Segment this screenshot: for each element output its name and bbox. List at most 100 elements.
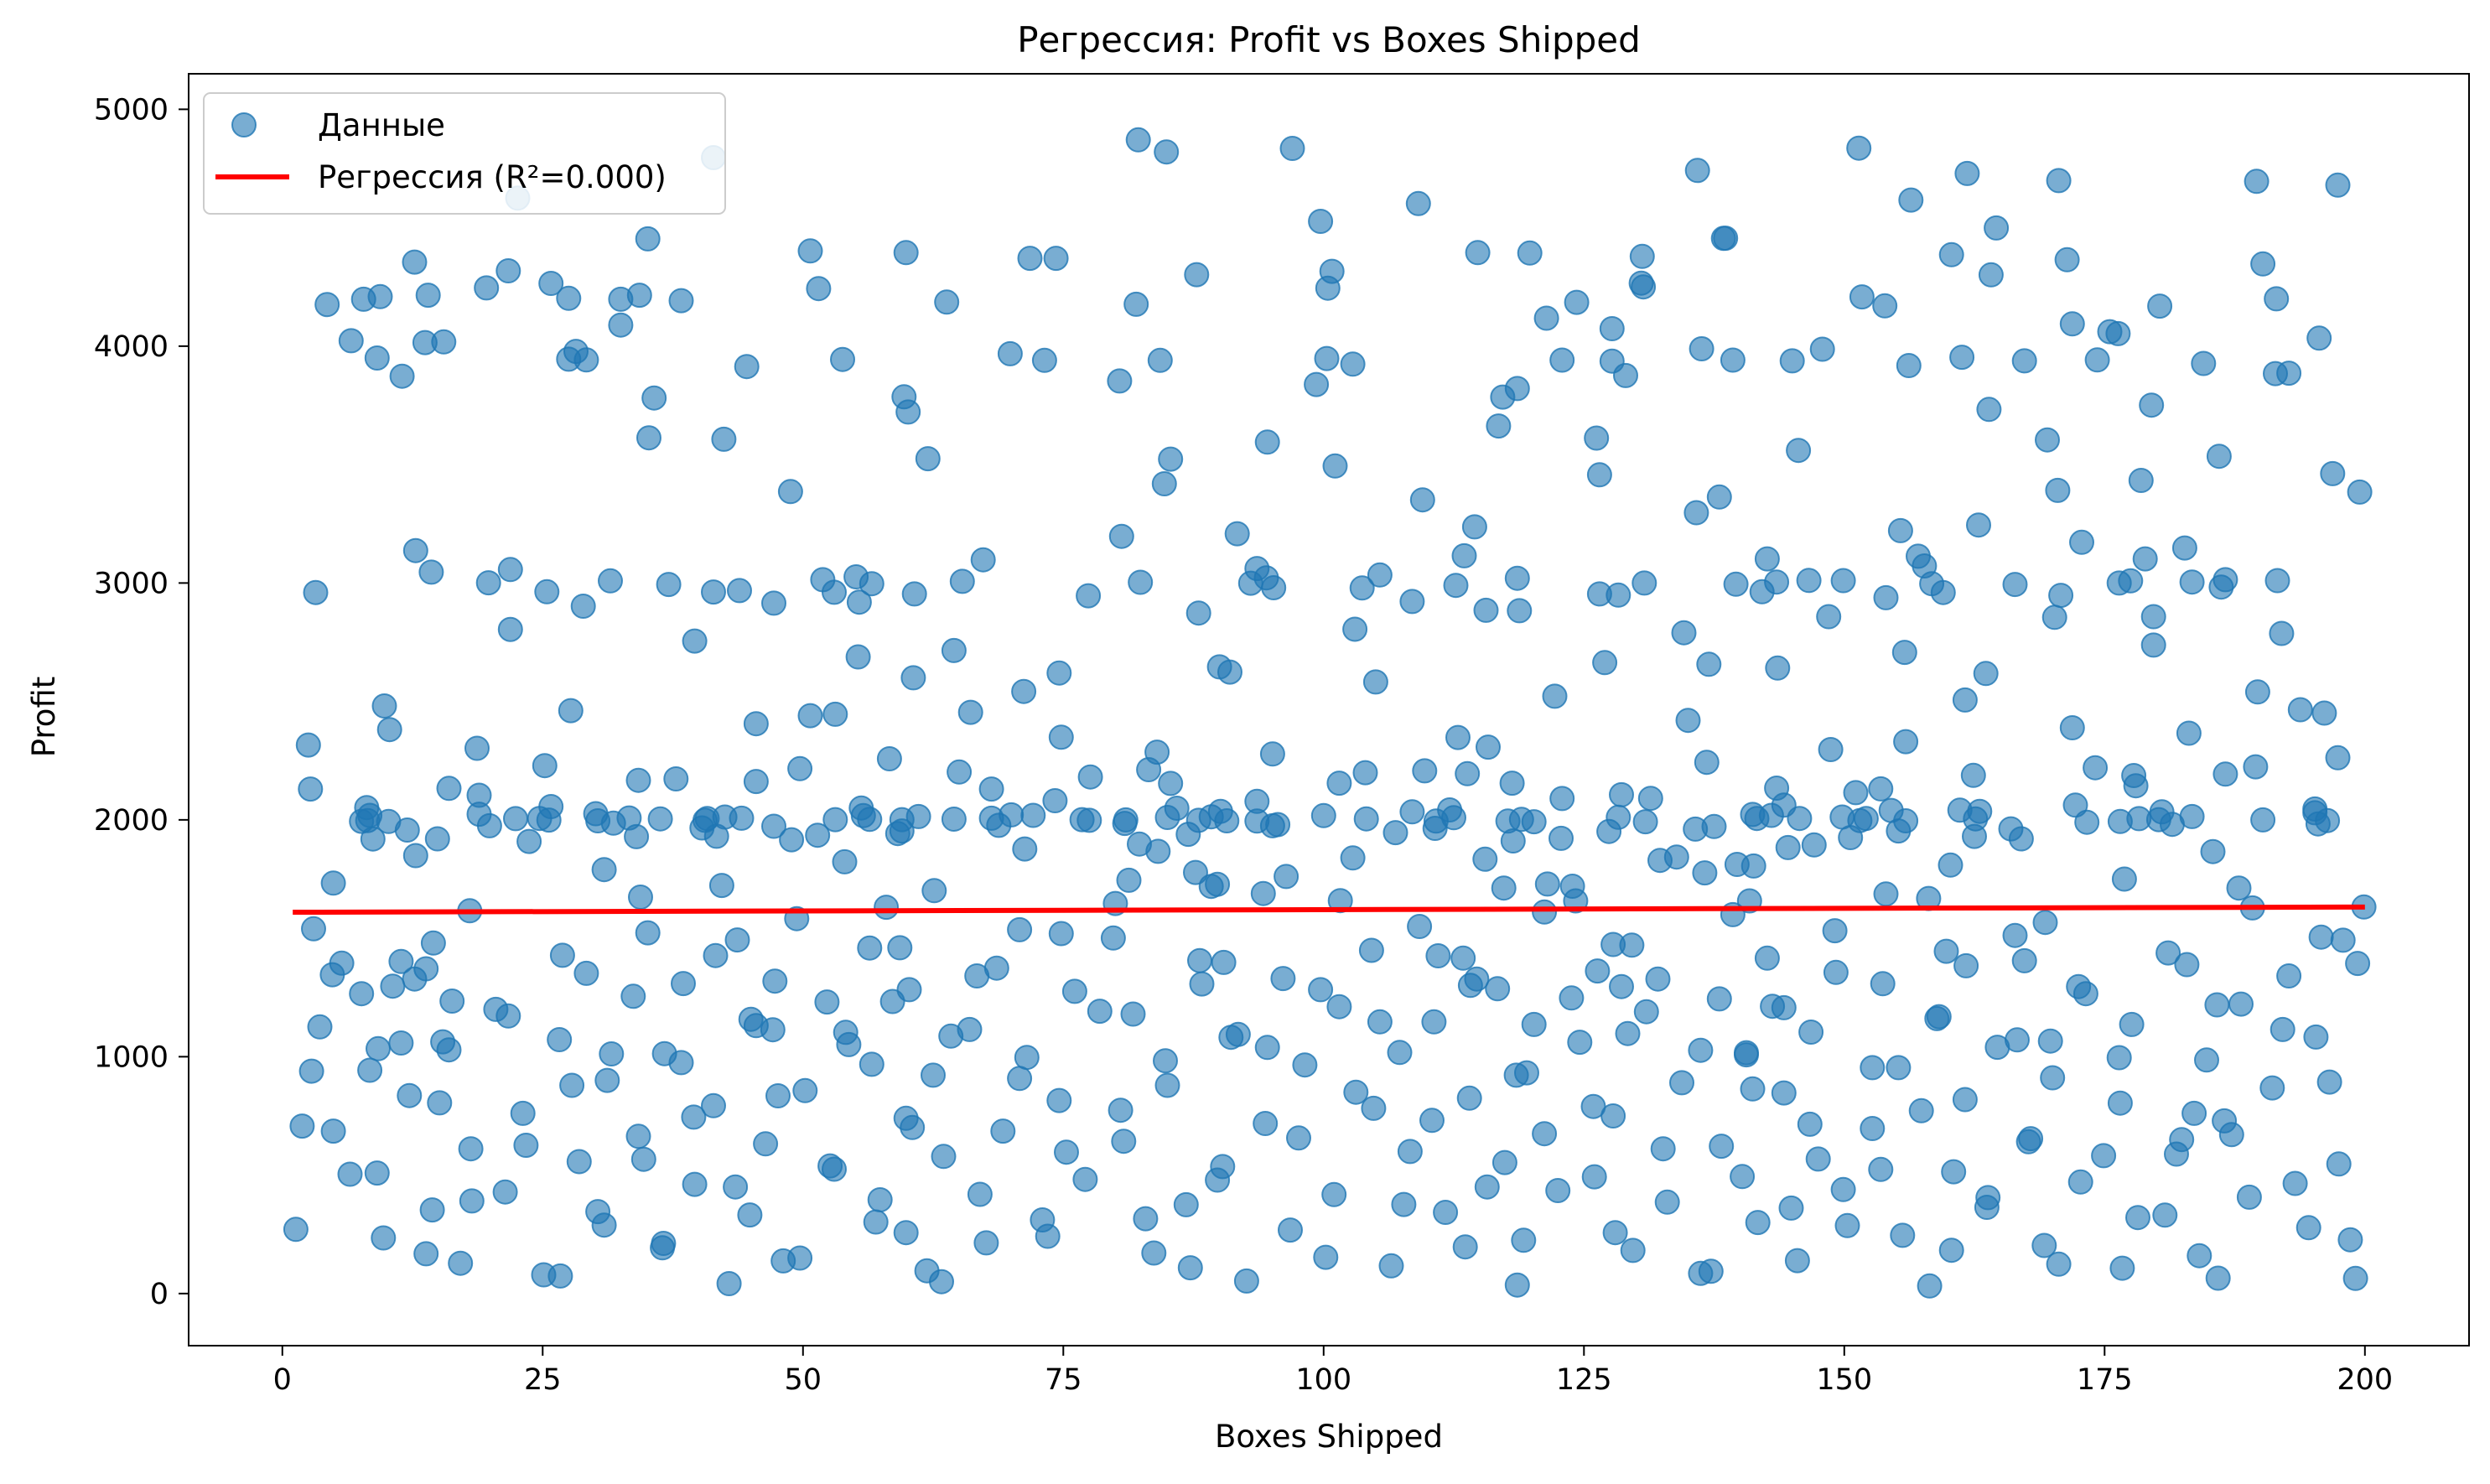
data-point: [1953, 952, 1979, 978]
data-point: [822, 807, 848, 833]
data-point: [2325, 172, 2351, 198]
data-point: [1326, 994, 1352, 1020]
data-point: [2002, 572, 2028, 598]
data-point: [1210, 1154, 1236, 1180]
data-point: [2205, 1265, 2231, 1291]
data-point: [1966, 512, 1991, 538]
plot-frame: [188, 73, 2470, 1346]
data-point: [1599, 316, 1625, 341]
data-point: [845, 644, 871, 670]
data-point: [738, 1006, 764, 1032]
data-point: [2147, 293, 2173, 319]
data-point: [689, 815, 715, 841]
data-point: [1259, 812, 1285, 838]
data-point: [1887, 517, 1913, 543]
data-point: [320, 1118, 346, 1144]
data-point: [1609, 781, 1634, 807]
data-point: [1461, 514, 1487, 540]
data-point: [1632, 809, 1658, 835]
regression-line: [293, 904, 2365, 916]
data-point: [762, 968, 788, 994]
data-point: [1873, 584, 1899, 610]
data-point: [2295, 1215, 2321, 1241]
data-point: [418, 559, 444, 585]
data-point: [2062, 792, 2088, 818]
data-point: [394, 817, 420, 843]
data-point: [1173, 1191, 1199, 1217]
data-point: [1886, 1055, 1912, 1081]
data-point: [625, 767, 651, 793]
data-point: [570, 594, 596, 619]
data-point: [1100, 925, 1126, 951]
data-point: [1978, 262, 2004, 288]
data-point: [1111, 1129, 1137, 1155]
data-point: [1798, 1020, 1824, 1045]
legend-label-data: Данные: [318, 107, 445, 143]
data-point: [1849, 284, 1875, 310]
data-point: [1421, 1009, 1447, 1035]
data-point: [2035, 427, 2060, 453]
data-point: [668, 1050, 694, 1076]
data-point: [2069, 529, 2094, 555]
x-tick-label: 100: [1295, 1363, 1351, 1397]
data-point: [2119, 1011, 2145, 1037]
data-point: [2212, 1108, 2238, 1134]
data-point: [558, 698, 584, 724]
data-point: [900, 665, 926, 691]
data-point: [1620, 1238, 1646, 1263]
data-point: [1684, 158, 1710, 184]
data-point: [797, 238, 823, 264]
data-point: [1938, 1238, 1964, 1263]
data-point: [289, 1113, 315, 1139]
data-point: [2106, 570, 2132, 596]
data-point: [1452, 1234, 1478, 1260]
data-point: [1399, 589, 1425, 615]
data-point: [547, 1027, 573, 1052]
data-point: [1548, 825, 1574, 851]
data-point: [1891, 640, 1917, 666]
data-point: [1254, 429, 1280, 455]
data-point: [402, 249, 428, 275]
data-point: [973, 1230, 999, 1256]
legend-label-regression: Регрессия (R²=0.000): [318, 159, 667, 195]
data-point: [2194, 1047, 2219, 1073]
data-point: [2287, 697, 2313, 723]
data-point: [1457, 973, 1483, 999]
data-point: [830, 346, 855, 372]
data-point: [402, 537, 428, 563]
data-point: [859, 1051, 884, 1077]
data-point: [1048, 724, 1074, 750]
data-point: [1586, 462, 1612, 488]
data-point: [1465, 240, 1491, 266]
data-point: [1116, 867, 1142, 893]
data-point: [301, 916, 326, 942]
data-point: [598, 568, 623, 594]
data-point: [1362, 669, 1388, 695]
data-point: [1517, 240, 1543, 266]
data-point: [2171, 535, 2197, 561]
data-point: [536, 807, 562, 833]
y-tick-label: 0: [150, 1278, 169, 1311]
data-point: [2059, 311, 2085, 337]
data-point: [765, 1083, 791, 1108]
data-point: [2212, 761, 2238, 787]
data-point: [402, 843, 428, 869]
data-point: [2326, 1151, 2352, 1177]
data-point: [1304, 371, 1330, 397]
data-point: [671, 971, 696, 997]
data-point: [1125, 127, 1151, 153]
data-point: [2243, 754, 2269, 780]
data-point: [1949, 345, 1975, 371]
data-point: [2179, 569, 2205, 595]
data-point: [2091, 1143, 2117, 1169]
data-point: [1734, 1042, 1759, 1068]
data-point: [1898, 187, 1924, 213]
data-point: [1847, 807, 1873, 833]
data-point: [1843, 780, 1869, 806]
regression-line-layer: [293, 904, 2365, 916]
data-point: [1358, 937, 1384, 963]
data-point: [2107, 1090, 2133, 1116]
data-point: [1490, 384, 1516, 410]
data-point: [1054, 1139, 1079, 1165]
data-point: [413, 1241, 439, 1267]
